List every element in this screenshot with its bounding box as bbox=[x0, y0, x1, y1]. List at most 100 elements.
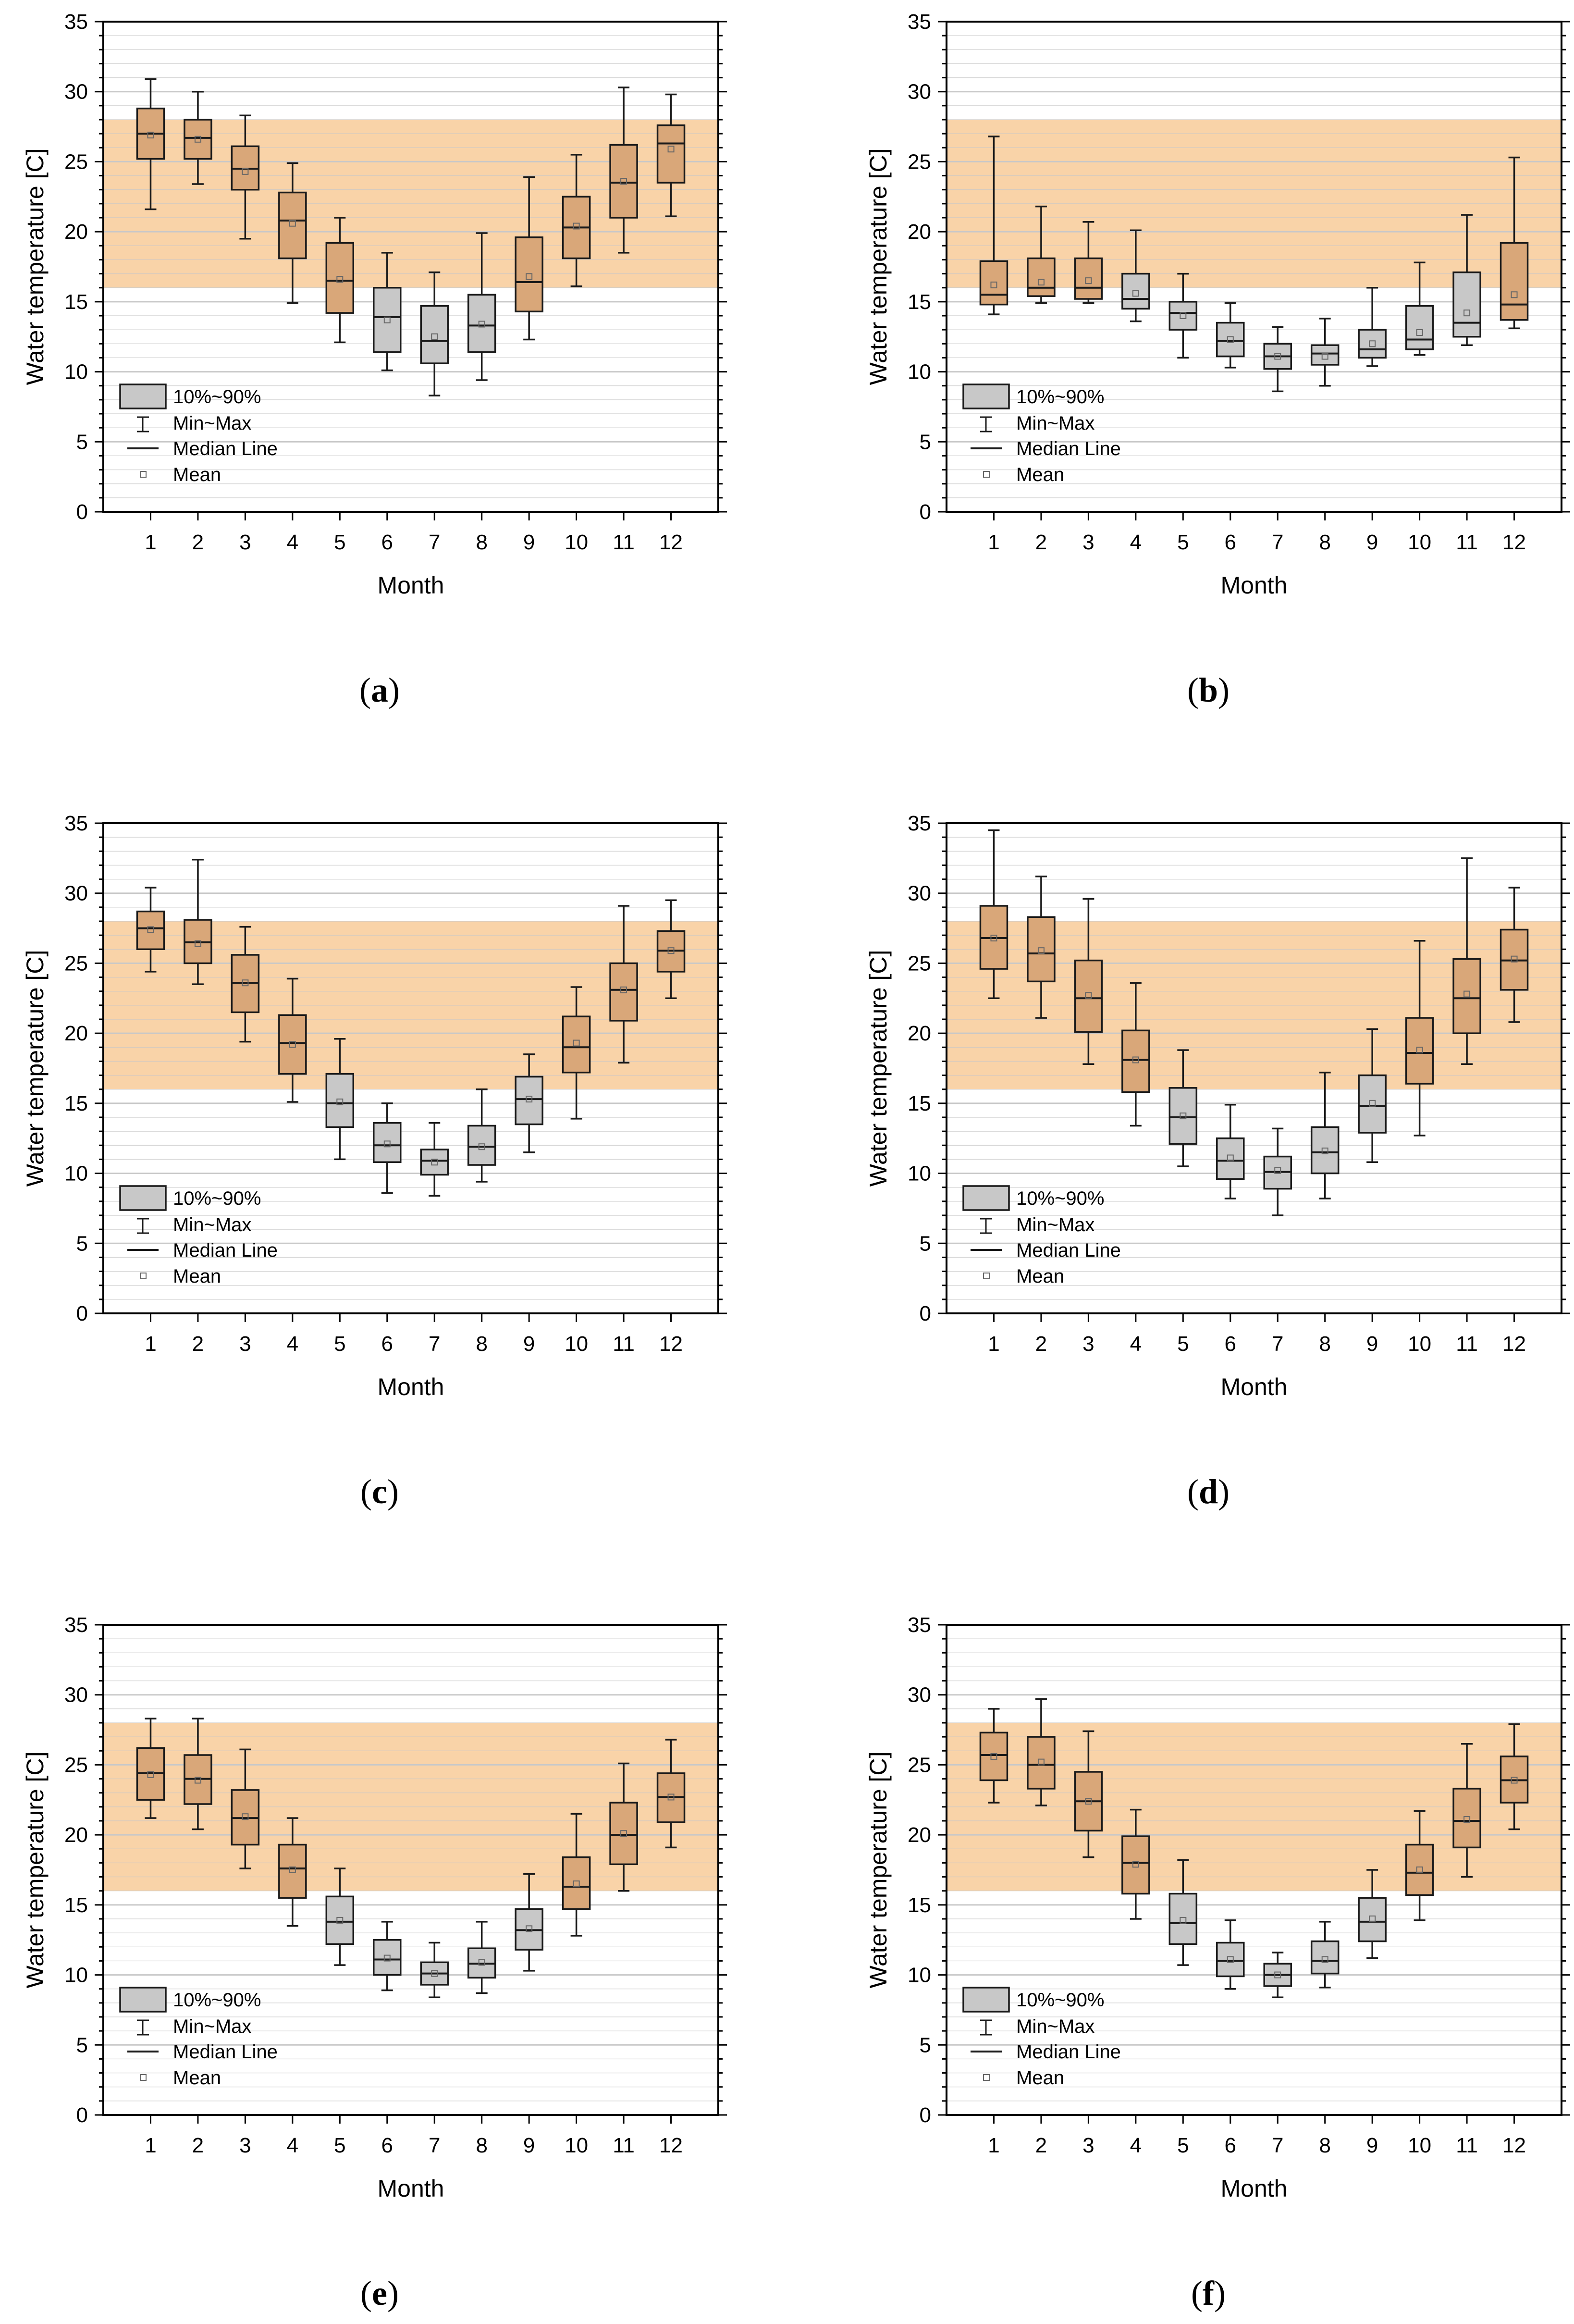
mean-marker bbox=[147, 132, 154, 139]
x-tick-label: 12 bbox=[1502, 531, 1526, 554]
x-tick-label: 4 bbox=[287, 2134, 298, 2157]
plot-frame bbox=[102, 822, 719, 1314]
percentile-box bbox=[979, 1731, 1008, 1781]
x-tick-label: 5 bbox=[334, 531, 345, 554]
percentile-box bbox=[1310, 1126, 1340, 1174]
mean-marker bbox=[1321, 353, 1328, 360]
caption-b: (b) bbox=[1187, 671, 1230, 709]
y-tick-label: 30 bbox=[64, 882, 88, 905]
x-axis-title: Month bbox=[378, 2175, 444, 2202]
x-tick-label: 4 bbox=[1130, 531, 1142, 554]
percentile-box bbox=[1121, 1029, 1150, 1093]
legend-whisker-label: Min~Max bbox=[173, 413, 251, 434]
x-axis-title: Month bbox=[1221, 572, 1288, 599]
y-tick-label: 0 bbox=[920, 2103, 931, 2127]
percentile-box bbox=[278, 191, 307, 260]
legend-box-label: 10%~90% bbox=[1016, 1990, 1104, 2011]
y-tick-label: 5 bbox=[76, 430, 88, 454]
percentile-box bbox=[184, 119, 212, 160]
x-axis-title: Month bbox=[1221, 2175, 1288, 2202]
y-tick-label: 5 bbox=[76, 1232, 88, 1255]
legend-mean-label: Mean bbox=[173, 464, 221, 485]
mean-marker bbox=[478, 1959, 485, 1966]
mean-marker bbox=[1416, 1047, 1423, 1054]
y-tick-label: 30 bbox=[908, 1683, 931, 1707]
percentile-box bbox=[609, 144, 638, 219]
x-tick-label: 6 bbox=[1225, 1332, 1236, 1356]
mean-marker bbox=[336, 276, 344, 283]
percentile-box bbox=[609, 1802, 638, 1866]
x-tick-label: 12 bbox=[659, 1332, 683, 1356]
y-axis-title: Water temperature [C] bbox=[865, 950, 892, 1187]
mean-marker bbox=[383, 1140, 391, 1148]
legend-mean-label: Mean bbox=[1016, 1266, 1064, 1287]
legend-whisker-label: Min~Max bbox=[1016, 2016, 1094, 2037]
x-tick-label: 3 bbox=[1082, 531, 1094, 554]
x-tick-label: 11 bbox=[1456, 531, 1478, 554]
mean-marker bbox=[1274, 353, 1281, 360]
x-tick-label: 12 bbox=[1502, 2134, 1526, 2157]
percentile-box bbox=[1405, 305, 1434, 350]
percentile-box bbox=[1216, 1941, 1245, 1978]
percentile-box bbox=[1452, 271, 1481, 338]
mean-marker bbox=[1463, 1816, 1471, 1823]
y-tick-label: 30 bbox=[908, 80, 931, 104]
mean-marker bbox=[620, 986, 627, 993]
x-tick-label: 8 bbox=[1319, 1332, 1330, 1356]
percentile-box bbox=[1168, 1087, 1198, 1145]
mean-marker bbox=[1274, 1167, 1281, 1174]
caption-d: (d) bbox=[1187, 1472, 1230, 1511]
mean-marker bbox=[1463, 309, 1471, 317]
mean-marker bbox=[573, 1880, 580, 1888]
caption-a: (a) bbox=[359, 671, 400, 709]
percentile-box bbox=[467, 294, 496, 353]
mean-marker bbox=[383, 1954, 391, 1962]
mean-marker bbox=[1180, 1113, 1187, 1120]
y-tick-label: 0 bbox=[76, 2103, 88, 2127]
mean-marker bbox=[1463, 990, 1471, 998]
y-tick-label: 0 bbox=[920, 1302, 931, 1325]
y-tick-label: 0 bbox=[76, 1302, 88, 1325]
percentile-box bbox=[467, 1125, 496, 1166]
legend-mean-swatch bbox=[140, 1273, 147, 1279]
y-tick-label: 35 bbox=[64, 812, 88, 835]
y-tick-label: 15 bbox=[908, 1092, 931, 1115]
legend-box-swatch bbox=[962, 1987, 1010, 2013]
y-tick-label: 30 bbox=[64, 80, 88, 104]
mean-marker bbox=[336, 1098, 344, 1105]
legend-mean-swatch bbox=[983, 471, 990, 478]
x-tick-label: 8 bbox=[1319, 531, 1330, 554]
y-tick-label: 5 bbox=[76, 2033, 88, 2057]
mean-marker bbox=[573, 223, 580, 230]
mean-marker bbox=[431, 1159, 438, 1166]
legend-median-label: Median Line bbox=[173, 1240, 278, 1261]
mean-marker bbox=[1511, 955, 1518, 963]
y-tick-label: 25 bbox=[64, 1753, 88, 1777]
percentile-box bbox=[562, 1015, 591, 1074]
legend-mean-swatch bbox=[983, 2074, 990, 2081]
x-tick-label: 11 bbox=[613, 1332, 635, 1356]
x-tick-label: 11 bbox=[613, 2134, 635, 2157]
y-tick-label: 10 bbox=[64, 360, 88, 384]
x-tick-label: 1 bbox=[988, 2134, 999, 2157]
mean-marker bbox=[336, 1916, 344, 1924]
y-tick-label: 10 bbox=[908, 360, 931, 384]
x-tick-label: 7 bbox=[429, 1332, 440, 1356]
mean-marker bbox=[1227, 1956, 1234, 1963]
x-tick-label: 4 bbox=[287, 531, 298, 554]
x-tick-label: 9 bbox=[523, 2134, 535, 2157]
mean-marker bbox=[1180, 1916, 1187, 1924]
y-tick-label: 25 bbox=[908, 952, 931, 975]
mean-marker bbox=[1511, 1777, 1518, 1784]
y-tick-label: 25 bbox=[908, 1753, 931, 1777]
caption-c: (c) bbox=[360, 1472, 399, 1511]
mean-marker bbox=[620, 1830, 627, 1837]
plot-frame bbox=[102, 1624, 719, 2116]
x-tick-label: 4 bbox=[1130, 2134, 1142, 2157]
x-tick-label: 7 bbox=[1272, 531, 1283, 554]
percentile-box bbox=[1500, 242, 1529, 321]
y-tick-label: 35 bbox=[908, 10, 931, 34]
y-tick-label: 10 bbox=[64, 1162, 88, 1186]
